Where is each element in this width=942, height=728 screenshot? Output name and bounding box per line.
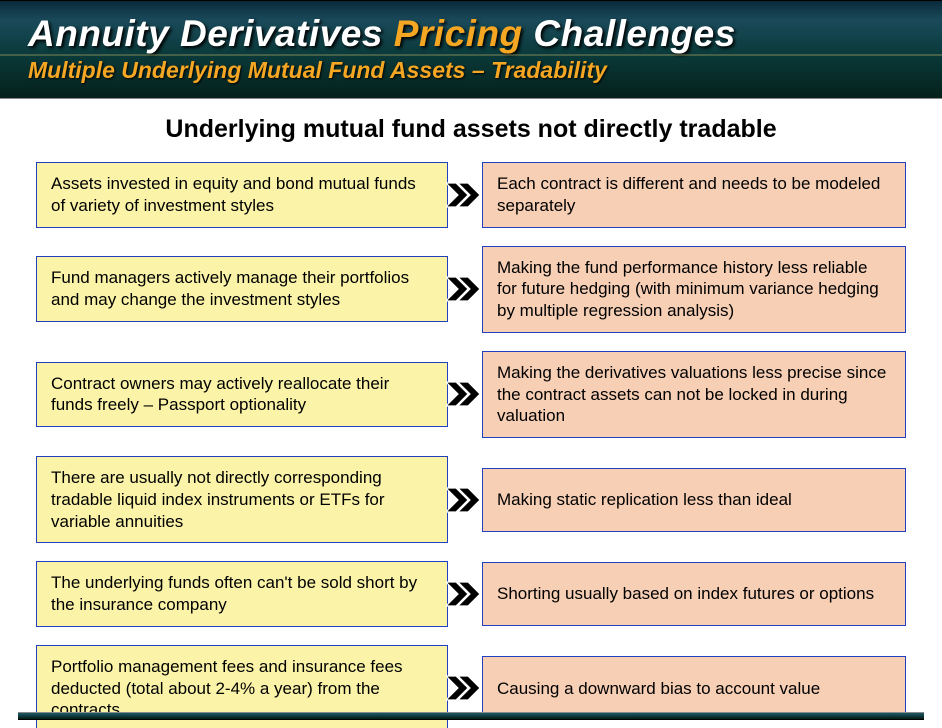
right-box-text: Making the fund performance history less… <box>497 257 891 322</box>
rows-container: Assets invested in equity and bond mutua… <box>36 162 906 728</box>
left-box: The underlying funds often can't be sold… <box>36 561 448 627</box>
right-box: Making static replication less than idea… <box>482 468 906 532</box>
left-box-text: Assets invested in equity and bond mutua… <box>51 173 433 217</box>
slide-subtitle: Multiple Underlying Mutual Fund Assets –… <box>28 57 914 84</box>
slide: Annuity Derivatives Pricing Challenges M… <box>0 0 942 728</box>
left-box: Contract owners may actively reallocate … <box>36 362 448 428</box>
left-box-text: There are usually not directly correspon… <box>51 467 433 532</box>
right-box: Each contract is different and needs to … <box>482 162 906 228</box>
right-box-text: Making static replication less than idea… <box>497 489 792 511</box>
title-accent: Pricing <box>394 13 523 54</box>
arrow-icon <box>446 380 486 408</box>
arrow-icon <box>446 486 486 514</box>
right-box: Causing a downward bias to account value <box>482 656 906 720</box>
right-box: Shorting usually based on index futures … <box>482 562 906 626</box>
left-box-text: Fund managers actively manage their port… <box>51 267 433 311</box>
right-box: Making the derivatives valuations less p… <box>482 351 906 438</box>
arrow-icon <box>446 275 486 303</box>
slide-header: Annuity Derivatives Pricing Challenges M… <box>0 0 942 99</box>
row: Fund managers actively manage their port… <box>36 246 906 333</box>
left-box: Assets invested in equity and bond mutua… <box>36 162 448 228</box>
title-part-b: Challenges <box>523 13 736 54</box>
left-box: Fund managers actively manage their port… <box>36 256 448 322</box>
slide-content: Underlying mutual fund assets not direct… <box>18 99 924 728</box>
left-box: There are usually not directly correspon… <box>36 456 448 543</box>
right-box-text: Each contract is different and needs to … <box>497 173 891 217</box>
arrow-icon <box>446 674 486 702</box>
right-box: Making the fund performance history less… <box>482 246 906 333</box>
footer-decoration <box>18 712 924 720</box>
row: There are usually not directly correspon… <box>36 456 906 543</box>
row: The underlying funds often can't be sold… <box>36 561 906 627</box>
arrow-icon <box>446 580 486 608</box>
row: Assets invested in equity and bond mutua… <box>36 162 906 228</box>
right-box-text: Shorting usually based on index futures … <box>497 583 874 605</box>
left-box-text: The underlying funds often can't be sold… <box>51 572 433 616</box>
arrow-icon <box>446 181 486 209</box>
right-box-text: Causing a downward bias to account value <box>497 678 820 700</box>
slide-title: Annuity Derivatives Pricing Challenges <box>28 13 914 55</box>
row: Contract owners may actively reallocate … <box>36 351 906 438</box>
right-box-text: Making the derivatives valuations less p… <box>497 362 891 427</box>
title-part-a: Annuity Derivatives <box>28 13 394 54</box>
content-heading: Underlying mutual fund assets not direct… <box>36 115 906 144</box>
left-box-text: Contract owners may actively reallocate … <box>51 373 433 417</box>
